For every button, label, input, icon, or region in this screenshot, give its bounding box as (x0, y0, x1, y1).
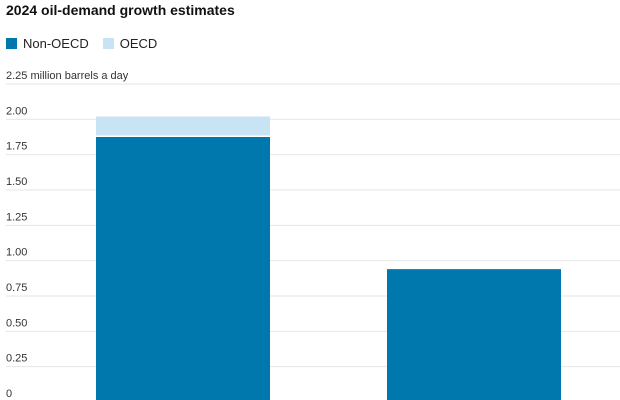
y-tick-label: 1.25 (6, 211, 27, 223)
y-tick-label: 1.50 (6, 176, 27, 188)
bar-non-oecd (387, 269, 561, 400)
y-tick-label: 0.50 (6, 317, 27, 329)
y-tick-label: 2.25 million barrels a day (6, 70, 129, 82)
legend-item-non-oecd: Non-OECD (6, 36, 89, 51)
y-tick-label: 0.75 (6, 282, 27, 294)
legend: Non-OECD OECD (6, 36, 171, 51)
legend-label-non-oecd: Non-OECD (23, 36, 89, 51)
legend-swatch-non-oecd (6, 38, 17, 49)
y-tick-label: 0 (6, 388, 12, 400)
bar-oecd (96, 116, 270, 137)
y-tick-label: 0.25 (6, 353, 27, 365)
legend-item-oecd: OECD (102, 36, 158, 51)
y-tick-label: 1.00 (6, 247, 27, 259)
legend-swatch-oecd (102, 38, 114, 49)
bar-non-oecd (96, 136, 270, 400)
legend-label-oecd: OECD (119, 36, 158, 51)
y-tick-label: 2.00 (6, 105, 27, 117)
chart-title: 2024 oil-demand growth estimates (6, 2, 235, 18)
y-tick-label: 1.75 (6, 141, 27, 153)
